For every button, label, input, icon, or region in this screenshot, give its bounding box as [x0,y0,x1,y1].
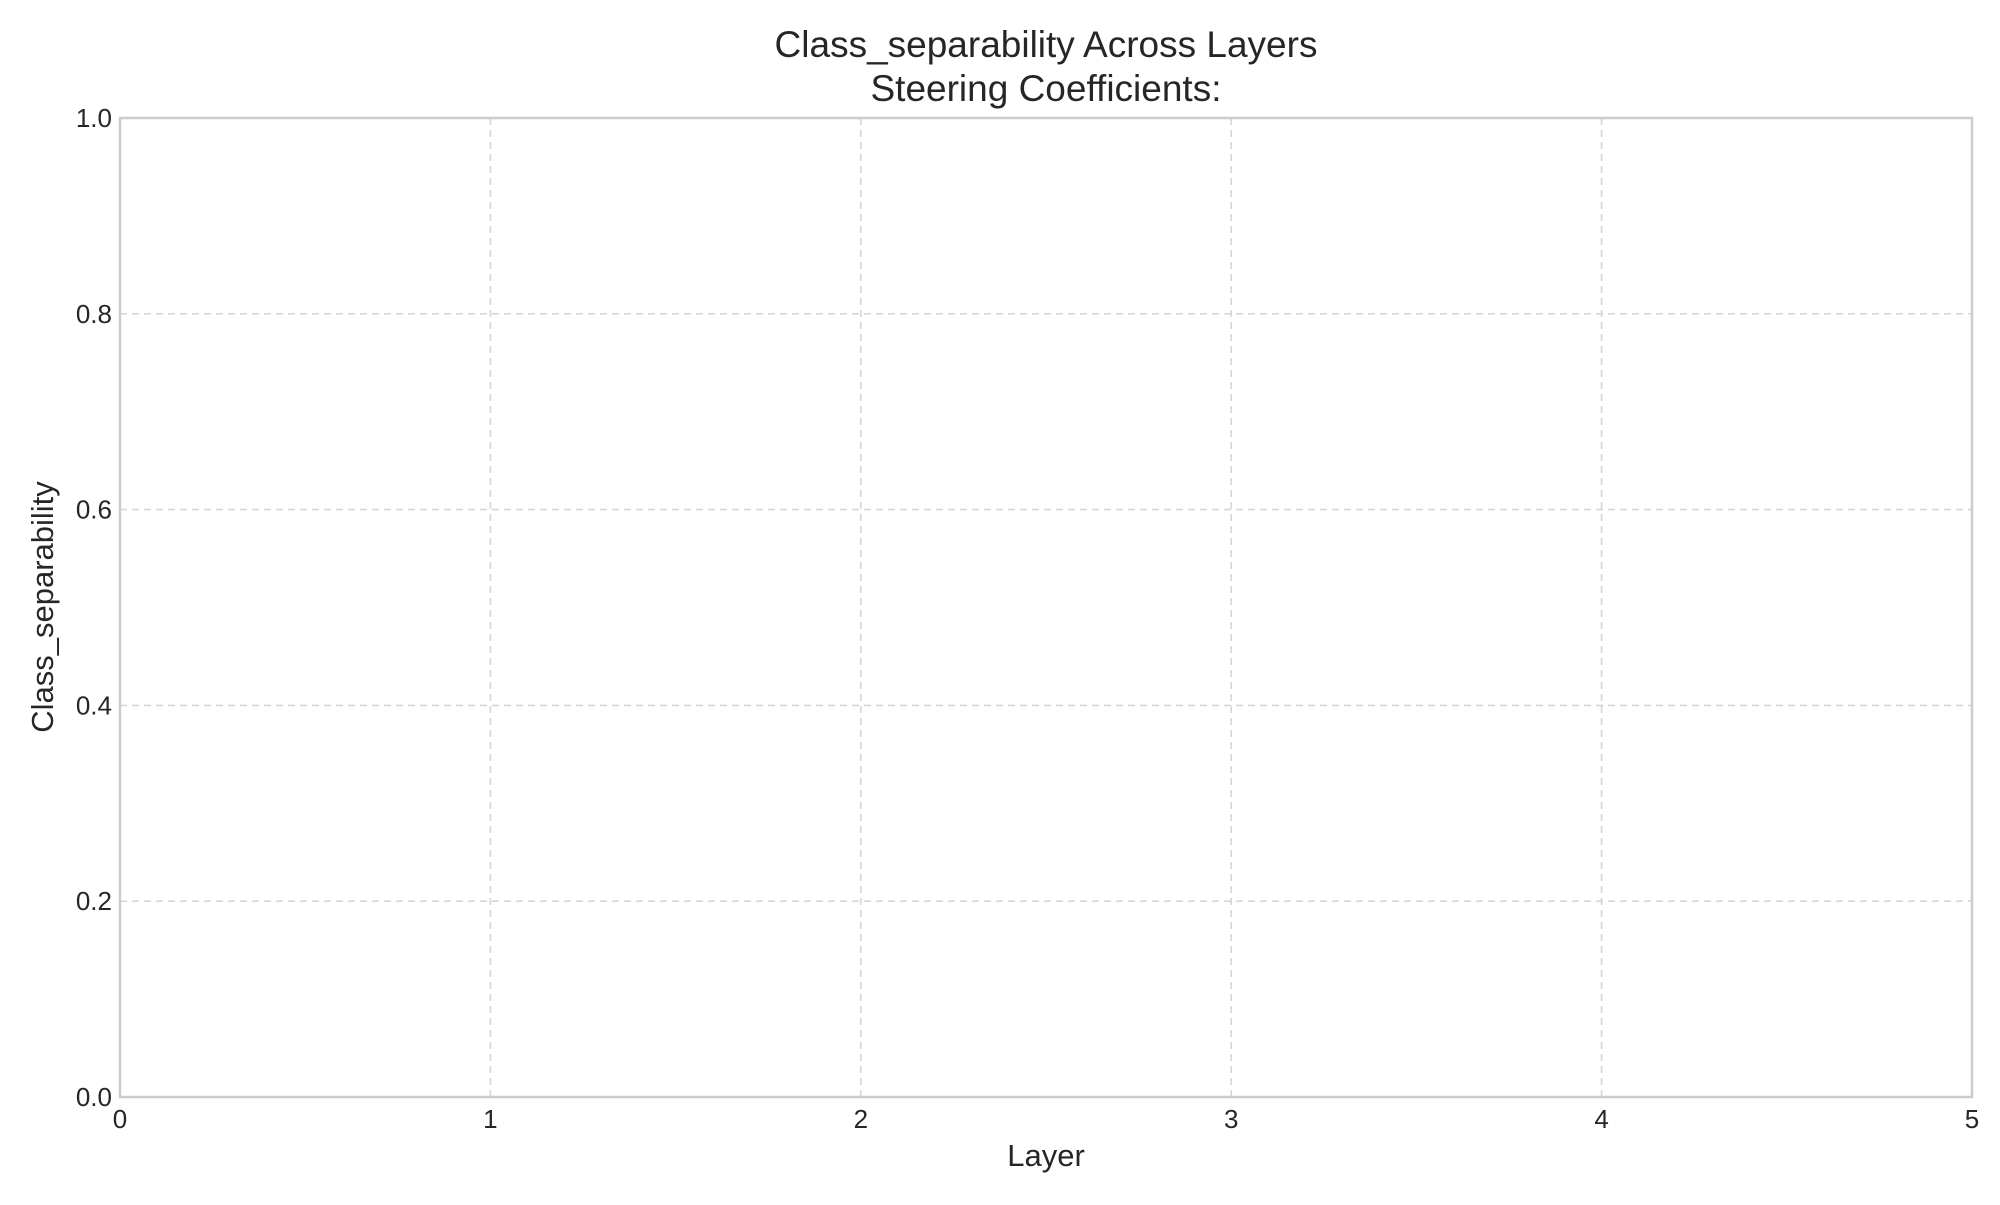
y-axis-label: Class_separability [25,481,60,733]
y-tick-label: 0.8 [76,299,112,329]
y-tick-labels: 0.0 0.2 0.4 0.6 0.8 1.0 [76,103,112,1112]
x-tick-label: 2 [854,1104,868,1134]
y-tick-label: 0.0 [76,1082,112,1112]
x-axis-label: Layer [1007,1138,1085,1173]
x-tick-label: 4 [1594,1104,1608,1134]
y-tick-label: 0.6 [76,495,112,525]
x-tick-label: 0 [113,1104,127,1134]
x-tick-labels: 0 1 2 3 4 5 [113,1104,1979,1134]
x-tick-label: 1 [483,1104,497,1134]
y-tick-label: 0.2 [76,886,112,916]
y-tick-label: 1.0 [76,103,112,133]
grid-lines [119,117,1973,1098]
plot-frame [118,116,1974,1099]
chart-subtitle: Steering Coefficients: [870,68,1221,109]
y-tick-label: 0.4 [76,690,112,720]
x-tick-label: 3 [1224,1104,1238,1134]
chart-title: Class_separability Across Layers [775,24,1318,65]
x-tick-label: 5 [1965,1104,1979,1134]
